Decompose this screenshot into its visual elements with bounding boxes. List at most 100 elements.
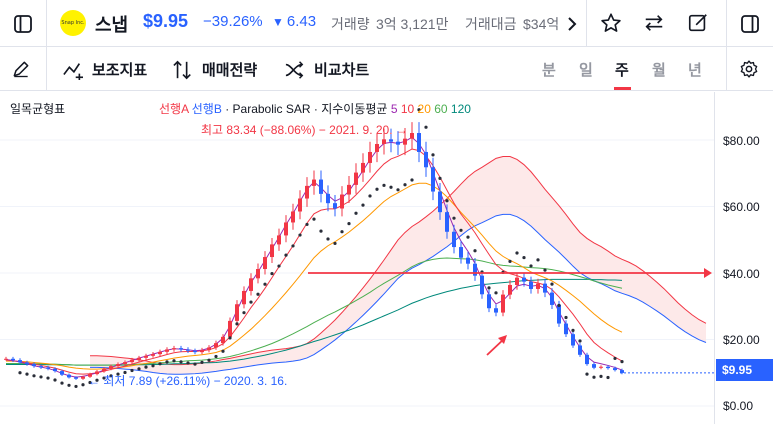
trend-arrow-head [498, 335, 507, 344]
legend-ema20: 20 [414, 102, 431, 116]
period-year[interactable]: 년 [688, 62, 702, 79]
amount-label: 거래대금 [465, 16, 517, 32]
axis-tick-80: $80.00 [723, 134, 760, 148]
sar-dot [606, 375, 610, 380]
star-icon[interactable] [598, 10, 624, 36]
indicators-button[interactable]: 보조지표 [62, 59, 147, 80]
sar-dot [543, 268, 547, 272]
candle-body [571, 334, 575, 346]
sar-dot [431, 153, 435, 157]
candle-body [536, 283, 540, 289]
sar-dot [445, 199, 449, 203]
candle-body [130, 359, 134, 363]
candle-body [620, 370, 624, 373]
legend-ema120: 120 [447, 102, 471, 116]
axis-tick-20: $20.00 [723, 333, 760, 347]
edit-icon[interactable] [685, 10, 711, 36]
candle-body [263, 257, 267, 270]
legend-ema60: 60 [430, 102, 448, 116]
sar-dot [417, 108, 421, 112]
sar-dot [473, 249, 477, 253]
candle-body [116, 364, 120, 367]
sar-dot [179, 360, 183, 364]
candle-body [88, 374, 92, 377]
candle-body [39, 366, 43, 368]
sar-dot [319, 229, 323, 233]
sar-dot [158, 362, 162, 366]
candle-body [270, 244, 274, 258]
candle-body [480, 275, 484, 295]
legend-senkou-a: 선행A [159, 102, 189, 116]
sidebar-left-icon[interactable] [10, 11, 36, 37]
candle-body [298, 198, 302, 212]
candle-body [375, 143, 379, 152]
candle-body [214, 343, 218, 348]
compare-icon[interactable] [641, 10, 667, 36]
sar-dot [361, 203, 365, 207]
chevron-right-icon[interactable] [562, 13, 582, 35]
strategy-icon [173, 60, 191, 79]
candle-body [74, 377, 78, 379]
sar-dot [354, 211, 358, 215]
period-day[interactable]: 일 [579, 62, 593, 79]
sar-dot [368, 194, 372, 198]
divider [46, 47, 47, 91]
candle-body [137, 357, 141, 360]
sar-dot [95, 378, 99, 382]
candle-body [158, 351, 162, 355]
candle-body [613, 368, 617, 371]
volume-label: 거래량 [331, 16, 370, 32]
candle-body [67, 374, 71, 378]
indicator-name[interactable]: 일목균형표 [10, 102, 66, 116]
price-chart[interactable]: 일목균형표 선행A 선행B · Parabolic SAR · 지수이동평균 5… [0, 92, 773, 424]
candle-body [249, 278, 253, 291]
price-axis-divider [714, 92, 715, 424]
sar-dot [235, 322, 239, 326]
strategy-button[interactable]: 매매전략 [172, 59, 257, 80]
candle-body [557, 304, 561, 324]
candle-body [585, 354, 589, 365]
arrow-right-icon: → [395, 123, 408, 137]
period-week[interactable]: 주 [615, 62, 629, 79]
sar-dot [242, 311, 246, 315]
sar-dot [116, 372, 120, 376]
compare-chart-button[interactable]: 비교차트 [284, 59, 369, 80]
candle-body [4, 358, 8, 360]
candle-body [102, 368, 106, 372]
sar-dot [263, 282, 267, 286]
sar-dot [200, 360, 204, 365]
arrow-left-icon: ← [88, 374, 100, 388]
candle-body [515, 277, 519, 285]
sar-dot [172, 359, 176, 363]
sar-dot [270, 271, 274, 276]
sar-dot [536, 258, 540, 262]
sar-dot [207, 358, 211, 362]
candle-body [165, 349, 169, 352]
candle-body [354, 172, 358, 185]
sar-dot [46, 376, 50, 380]
sidebar-right-icon[interactable] [737, 11, 763, 37]
sar-dot [186, 361, 190, 365]
period-minute[interactable]: 분 [542, 62, 556, 79]
symbol-name[interactable]: 스냅 [95, 15, 129, 35]
candle-body [81, 376, 85, 379]
down-triangle-icon: ▼ [272, 15, 284, 29]
candle-body [228, 320, 232, 337]
change-percent: −39.26% [203, 13, 263, 30]
sar-dot [459, 228, 463, 232]
indicator-legend[interactable]: 선행A 선행B · Parabolic SAR · 지수이동평균 5 10 20… [159, 100, 471, 117]
candle-body [564, 323, 568, 335]
candle-body [417, 133, 421, 152]
sar-dot [389, 185, 393, 189]
legend-sar-ema: · Parabolic SAR · 지수이동평균 [221, 102, 391, 116]
divider [46, 0, 47, 47]
candle-body [179, 348, 183, 350]
horizontal-line-arrowhead [704, 268, 712, 278]
senkou-a-line [90, 155, 707, 366]
volume-value: 3억 3,121만 [376, 16, 449, 32]
period-month[interactable]: 월 [652, 62, 666, 79]
gear-icon[interactable] [737, 57, 761, 81]
sar-dot [60, 381, 64, 385]
chart-canvas[interactable] [0, 92, 773, 424]
pen-icon[interactable] [9, 57, 33, 81]
